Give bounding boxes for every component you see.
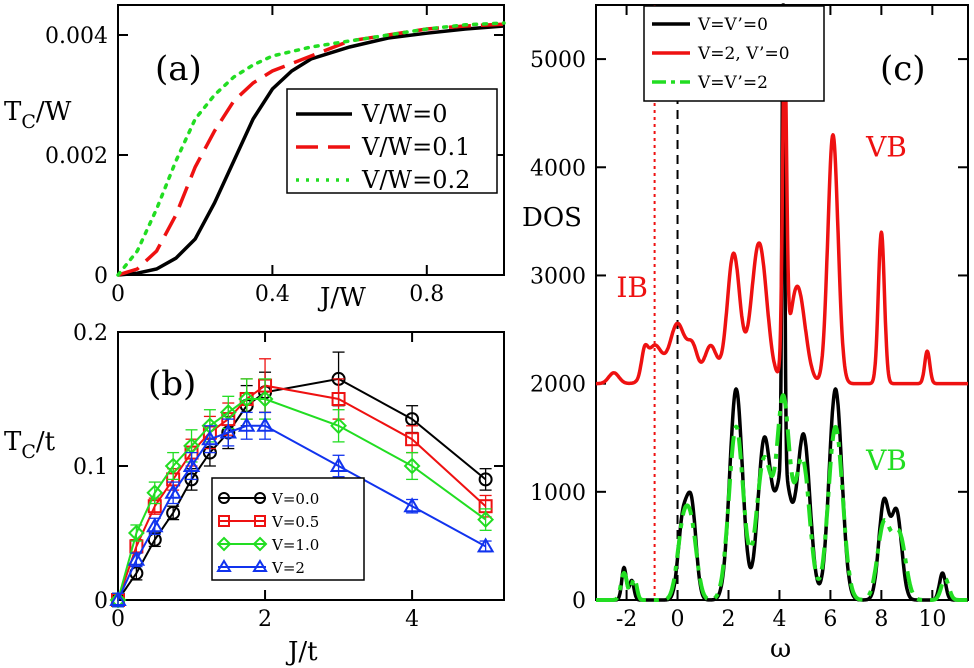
panel-b-point-3 — [164, 483, 182, 499]
panel-c-label: (c) — [880, 49, 926, 89]
panel-b-point-3 — [237, 416, 256, 432]
panel-a-ylabel: TC/W — [4, 97, 72, 133]
panel-c-ytick-label: 0 — [572, 589, 586, 614]
panel-b-xtick-label: 2 — [258, 607, 272, 632]
panel-b-point-2 — [164, 457, 182, 475]
panel-c-xtick-label: 8 — [874, 607, 888, 632]
panel-c-ytick-label: 3000 — [530, 264, 586, 289]
panel-b-point-0 — [166, 505, 181, 520]
panel-b-ytick-label: 0.1 — [73, 455, 108, 480]
panel-c-series-line-1 — [594, 43, 970, 386]
panel-c-legend-label-1: V=2, V’=0 — [697, 44, 790, 64]
panel-b-point-2 — [477, 511, 495, 529]
panel-b-point-2 — [403, 457, 421, 475]
panel-b-legend: V=0.0 V=0.5 V=1.0 V=2 — [211, 477, 365, 581]
panel-b-legend-label-3: V=2 — [271, 559, 305, 577]
panel-c-xtick-label: 0 — [671, 607, 685, 632]
panel-a-legend: V/W=0 V/W=0.1 V/W=0.2 — [286, 88, 498, 194]
panel-a-frame — [117, 4, 505, 276]
panel-c-ylabel: DOS — [522, 203, 582, 233]
panel-c-annotation-1: VB — [865, 130, 907, 163]
panel-b-point-3 — [256, 416, 274, 432]
panel-a-ytick-label: 0 — [94, 264, 108, 289]
panel-a-series-line-0 — [117, 24, 505, 277]
panel-b-point-3 — [182, 457, 201, 472]
panel-c-ytick-label: 2000 — [530, 373, 586, 398]
panel-b-point-3 — [127, 550, 146, 566]
panel-b-legend-label-0: V=0.0 — [271, 490, 319, 508]
panel-a-xtick-label: 0.4 — [255, 282, 290, 307]
panel-a-series-line-2 — [116, 21, 506, 277]
panel-c-ytick-label: 1000 — [530, 481, 586, 506]
panel-c-legend-label-0: V=V’=0 — [697, 15, 768, 35]
panel-b-point-3 — [201, 430, 219, 446]
panel-c-series-line-2 — [594, 393, 970, 602]
panel-b-legend-marker-0 — [218, 492, 230, 504]
panel-b-point-2 — [330, 417, 347, 435]
panel-b-legend-box — [211, 477, 365, 581]
panel-b-point-0 — [478, 472, 493, 487]
panel-a-legend-label-0: V/W=0 — [361, 100, 447, 128]
panel-c-xtick-label: 2 — [721, 607, 735, 632]
panel-c: -2 0 2 4 6 8 10 0 1000 2000 3000 4000 5000 (c) DOS ω… — [522, 3, 970, 664]
panel-b-legend-marker-3 — [252, 559, 268, 572]
panel-b-label: (b) — [148, 364, 196, 404]
panel-b-xtick-label: 4 — [405, 607, 419, 632]
panel-b-point-2 — [127, 524, 145, 542]
panel-b-ytick-label: 0 — [94, 589, 108, 614]
panel-b-xtick-label: 0 — [111, 607, 125, 632]
panel-b-legend-marker-2 — [216, 536, 232, 552]
panel-b-legend-marker-2 — [252, 536, 268, 552]
panel-b-legend-marker-3 — [216, 559, 232, 572]
panel-b-ylabel: TC/t — [4, 427, 56, 463]
panel-b-ytick-label: 0.2 — [73, 321, 108, 346]
panel-a-series-line-1 — [117, 22, 505, 277]
panel-c-legend: V=V’=0 V=2, V’=0 V=V’=2 — [643, 5, 825, 102]
panel-b-point-2 — [146, 484, 164, 502]
panel-b-point-0 — [405, 412, 420, 427]
panel-b-point-3 — [109, 591, 127, 606]
panel-b-point-3 — [476, 537, 495, 553]
panel-a-ytick-label: 0.002 — [45, 144, 108, 169]
panel-b: 0 2 400.10.2 (b) TC/t J/t V=0.0V=0.5V=1.0V… — [4, 321, 505, 667]
panel-a-legend-label-1: V/W=0.1 — [361, 133, 470, 161]
panel-a-label: (a) — [155, 49, 202, 89]
panel-c-xtick-label: 6 — [823, 607, 837, 632]
panel-a-xtick-label: 0.8 — [409, 282, 444, 307]
panel-b-point-3 — [219, 423, 238, 439]
panel-b-point-1 — [331, 392, 346, 406]
panel-b-series-line-2 — [117, 398, 487, 601]
panel-b-point-3 — [146, 517, 164, 533]
panel-c-ytick-label: 4000 — [530, 156, 586, 181]
panel-a-legend-label-2: V/W=0.2 — [361, 166, 470, 194]
panel-b-xlabel: J/t — [285, 637, 318, 667]
panel-b-point-3 — [403, 497, 421, 513]
panel-b-point-2 — [238, 390, 256, 408]
panel-c-xtick-label: -2 — [616, 607, 637, 632]
panel-a-ytick-label: 0.004 — [45, 24, 108, 49]
panel-a-xlabel: J/W — [317, 283, 366, 313]
panel-b-point-2 — [256, 390, 274, 408]
panel-b-legend-label-2: V=1.0 — [271, 536, 319, 554]
panel-b-legend-marker-0 — [254, 492, 266, 504]
panel-b-legend-marker-1 — [254, 515, 266, 527]
panel-c-legend-label-2: V=V’=2 — [697, 73, 768, 93]
panel-b-point-1 — [405, 432, 420, 447]
panel-c-ytick-label: 5000 — [530, 48, 586, 73]
panel-c-xtick-label: 10 — [918, 607, 946, 632]
panel-c-xtick-label: 4 — [772, 607, 786, 632]
panel-b-point-3 — [329, 457, 348, 472]
panel-c-annotation-0: IB — [616, 271, 648, 304]
panel-b-legend-marker-1 — [218, 515, 230, 527]
panel-b-legend-label-1: V=0.5 — [271, 513, 319, 531]
panel-c-xlabel: ω — [770, 634, 791, 664]
panel-a-xtick-label: 0 — [111, 282, 125, 307]
panel-a-legend-box — [286, 88, 498, 194]
panel-c-annotation-2: VB — [865, 444, 907, 477]
